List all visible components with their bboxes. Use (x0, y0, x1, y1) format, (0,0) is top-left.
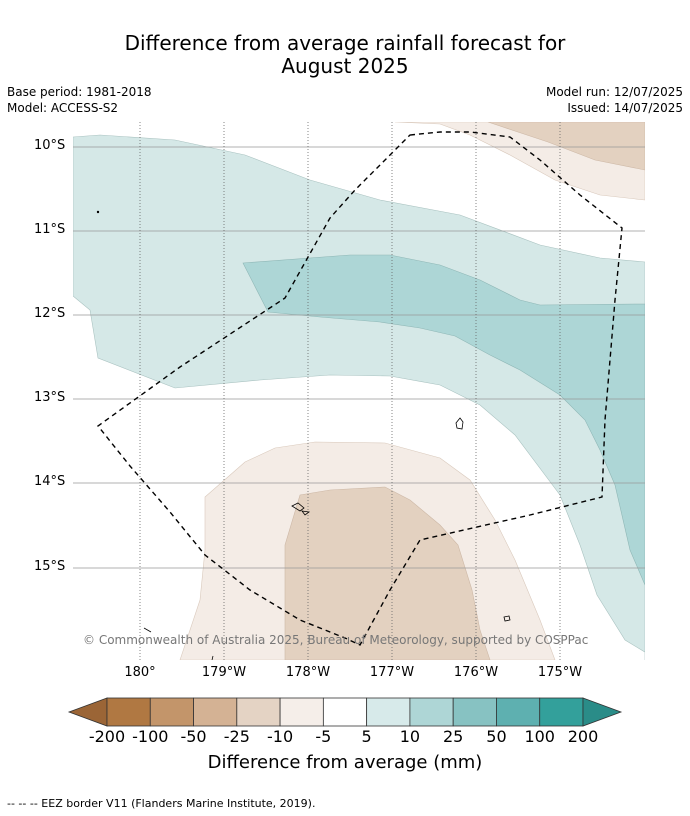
eez-footer-note: -- -- -- EEZ border V11 (Flanders Marine… (7, 797, 316, 810)
colorbar-tick-label: -200 (88, 727, 126, 746)
colorbar-segment (322, 697, 368, 727)
colorbar-tick-label: -5 (315, 727, 332, 746)
map-title-line1: Difference from average rainfall forecas… (124, 31, 566, 55)
wet-anomaly-region-mid (242, 254, 645, 586)
meta-left: Base period: 1981-2018 Model: ACCESS-S2 (7, 84, 152, 116)
island-east (503, 615, 511, 622)
meta-right: Model run: 12/07/2025 Issued: 14/07/2025 (546, 84, 683, 116)
lat-label-12s: 12°S (34, 306, 66, 321)
base-period-text: Base period: 1981-2018 (7, 85, 152, 99)
colorbar-segment (149, 697, 194, 727)
wet-anomaly-region-light (73, 134, 645, 660)
colorbar-tick-label: 25 (442, 727, 464, 746)
colorbar-tick-label: 200 (567, 727, 599, 746)
lat-label-11s: 11°S (34, 222, 66, 237)
colorbar-segment (236, 697, 281, 727)
colorbar-tick-label: -100 (132, 727, 169, 746)
colorbar-segment (539, 697, 584, 727)
model-text: Model: ACCESS-S2 (7, 101, 119, 115)
colorbar-tick-label: 50 (486, 727, 507, 746)
lat-label-10s: 10°S (34, 138, 66, 153)
dry-anomaly-region-south-mid (284, 486, 491, 660)
island-dot (96, 210, 100, 214)
colorbar-tick-label: 5 (361, 727, 372, 746)
lon-label-175w: 175°W (537, 665, 583, 680)
colorbar-tick-label: 10 (399, 727, 421, 746)
lon-label-178w: 178°W (285, 665, 331, 680)
colorbar-segment (452, 697, 497, 727)
lon-label-179w: 179°W (201, 665, 247, 680)
eez-border (96, 131, 623, 646)
map-title-line2: August 2025 (281, 54, 409, 78)
lon-label-177w: 177°W (369, 665, 415, 680)
colorbar-title: Difference from average (mm) (207, 752, 483, 773)
model-run-text: Model run: 12/07/2025 (545, 85, 683, 99)
colorbar-segment (279, 697, 324, 727)
colorbar-segment (193, 697, 238, 727)
island-s (211, 655, 214, 660)
lat-label-15s: 15°S (34, 559, 66, 574)
colorbar-arrow-high (582, 697, 623, 727)
colorbar-segment (409, 697, 454, 727)
colorbar-tick-label: -25 (223, 727, 250, 746)
latitude-gridlines (73, 146, 645, 569)
colorbar-segment (496, 697, 541, 727)
colorbar-segment (106, 697, 151, 727)
colorbar-arrow-low (67, 697, 108, 727)
copyright-notice: © Commonwealth of Australia 2025, Bureau… (83, 633, 589, 647)
issued-text: Issued: 14/07/2025 (567, 101, 683, 115)
colorbar (67, 697, 623, 727)
colorbar-segment (366, 697, 411, 727)
island-north (455, 417, 464, 430)
colorbar-tick-label: -50 (180, 727, 207, 746)
colorbar-tick-label: -10 (267, 727, 294, 746)
island-sw (143, 627, 152, 633)
lon-label-180: 180° (124, 665, 156, 680)
islands (96, 210, 511, 660)
lon-label-176w: 176°W (453, 665, 499, 680)
lat-label-14s: 14°S (34, 474, 66, 489)
island-west-group (291, 502, 311, 516)
colorbar-tick-label: 100 (524, 727, 555, 746)
dry-anomaly-region-northeast-mid (487, 122, 645, 171)
lat-label-13s: 13°S (34, 390, 66, 405)
